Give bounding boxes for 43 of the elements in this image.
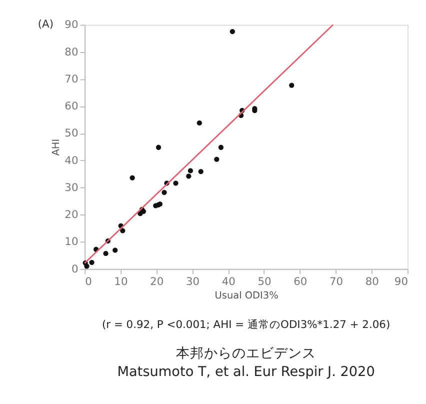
- x-tick-label: 40: [222, 274, 236, 288]
- point: [162, 190, 167, 195]
- point: [156, 144, 162, 150]
- x-axis-title: Usual ODI3%: [214, 290, 278, 302]
- x-tick-label: 30: [186, 274, 200, 288]
- point: [214, 156, 220, 162]
- point: [196, 120, 202, 126]
- point: [112, 248, 118, 253]
- point: [186, 174, 192, 179]
- point: [173, 180, 178, 186]
- x-tick-label: 0: [85, 274, 92, 288]
- x-tick-label: 60: [294, 274, 308, 288]
- y-tick-label: 90: [64, 18, 78, 32]
- y-tick-label: 30: [64, 180, 78, 194]
- point: [289, 82, 294, 88]
- y-axis-title: AHI: [50, 138, 62, 156]
- point: [120, 228, 126, 234]
- text: (A): [38, 18, 54, 31]
- x-tick-label: 20: [150, 274, 164, 288]
- text: Matsumoto T, et al. Eur Respir J. 2020: [117, 364, 375, 380]
- point: [130, 175, 135, 180]
- point: [103, 250, 108, 256]
- text: (r = 0.92, P <0.001; AHI = 通常のODI3%*1.27 + 2.06): [102, 318, 390, 332]
- x-tick-label: 10: [114, 274, 128, 288]
- point: [198, 168, 204, 174]
- x-tick-label: 70: [329, 274, 344, 288]
- x-tick-label: 50: [258, 274, 272, 288]
- point: [230, 28, 236, 34]
- y-tick-label: 70: [64, 72, 78, 86]
- x-tick-label: 90: [394, 274, 408, 288]
- point: [89, 260, 94, 265]
- x-tick-label: 80: [365, 274, 380, 288]
- y-tick-label: 80: [64, 45, 78, 58]
- y-tick-label: 50: [64, 126, 78, 140]
- y-tick-label: 40: [64, 154, 78, 167]
- y-tick-label: 10: [64, 235, 78, 248]
- y-tick-label: 20: [64, 208, 78, 222]
- y-tick-label: 60: [64, 100, 78, 113]
- point: [188, 168, 194, 174]
- y-tick-label: 0: [71, 262, 78, 276]
- text: 本邦からのエビデンス: [176, 345, 316, 362]
- point: [153, 203, 158, 208]
- point: [218, 144, 224, 150]
